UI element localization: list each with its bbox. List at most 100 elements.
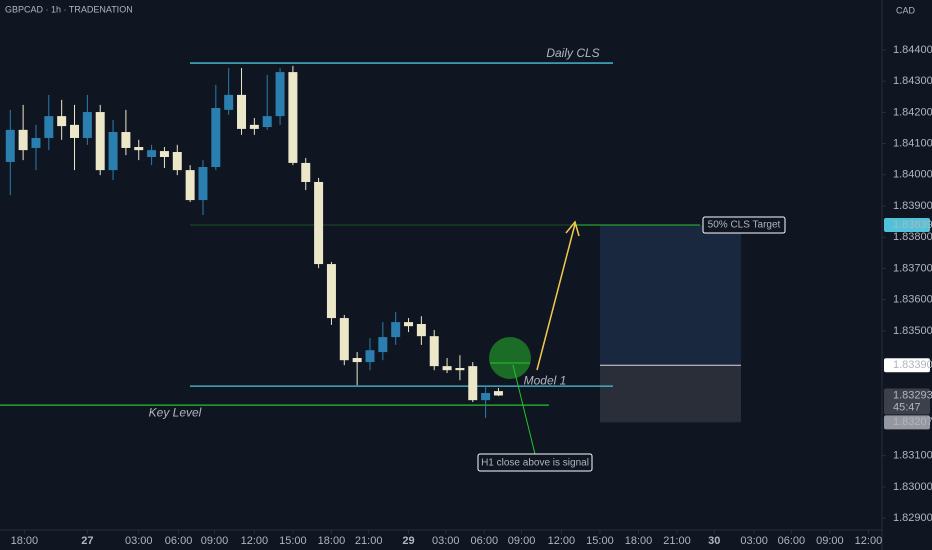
x-tick-label: 06:00	[165, 535, 193, 547]
candle-body	[429, 336, 439, 367]
x-tick-label: 12:00	[855, 535, 883, 547]
candle-body	[481, 392, 491, 401]
y-tick-label: 1.82900	[893, 512, 932, 524]
arrow	[536, 223, 576, 371]
target-zone	[600, 225, 741, 366]
candle-body	[326, 264, 336, 319]
candle-body	[82, 112, 92, 138]
last-tag	[884, 388, 930, 415]
y-tick-label: 1.83100	[893, 450, 932, 462]
candle-body	[185, 170, 195, 201]
x-tick-label: 06:00	[471, 535, 499, 547]
candle-body	[391, 322, 401, 338]
entry-tag-label: 1.83390	[893, 359, 932, 371]
target-tag	[884, 218, 930, 233]
x-tick-label: 18:00	[625, 535, 653, 547]
candle-body	[493, 391, 503, 396]
y-tick-label: 1.83000	[893, 481, 932, 493]
level-label: Model 1	[524, 373, 567, 387]
candle-body	[172, 152, 182, 171]
y-tick-label: 1.83600	[893, 294, 932, 306]
x-tick-label: 27	[81, 535, 93, 547]
currency: CAD	[896, 5, 916, 15]
candle-body	[224, 94, 234, 110]
candle-body	[95, 112, 105, 171]
level-label: Key Level	[149, 405, 202, 419]
x-tick-label: 15:00	[279, 535, 307, 547]
signal-circle	[489, 337, 531, 379]
x-tick-label: 09:00	[201, 535, 229, 547]
candle-body	[416, 323, 426, 337]
last-tag-label: 1.83293	[893, 389, 932, 401]
candle-body	[275, 72, 285, 117]
stop-tag	[884, 415, 930, 430]
x-tick-label: 15:00	[586, 535, 614, 547]
y-tick-label: 1.83500	[893, 325, 932, 337]
candle-body	[121, 132, 131, 148]
candle-body	[108, 132, 118, 171]
x-tick-label: 12:00	[548, 535, 576, 547]
arrow-head	[565, 220, 580, 237]
x-tick-label: 03:00	[740, 535, 768, 547]
symbol-title: GBPCAD · 1h · TRADENATION	[5, 4, 133, 14]
candle-body	[455, 368, 465, 371]
x-tick-label: 18:00	[11, 535, 39, 547]
y-tick-label: 1.83700	[893, 262, 932, 274]
candle-body	[70, 124, 80, 138]
x-tick-label: 03:00	[432, 535, 460, 547]
candle-body	[442, 366, 452, 371]
entry-tag	[884, 358, 930, 373]
countdown: 45:47	[893, 401, 921, 413]
callout-line	[512, 364, 536, 455]
y-tick-label: 1.84200	[893, 106, 932, 118]
candle-body	[378, 337, 388, 353]
candle-body	[44, 116, 54, 138]
candle-body	[147, 150, 157, 158]
candle-body	[198, 166, 208, 201]
target-label: 50% CLS Target	[708, 220, 781, 231]
callout-box	[477, 453, 593, 472]
candle-body	[262, 116, 272, 128]
y-tick-label: 1.84000	[893, 169, 932, 181]
x-tick-label: 21:00	[663, 535, 691, 547]
x-tick-label: 30	[708, 535, 720, 547]
candle-body	[31, 137, 41, 148]
candle-body	[365, 350, 375, 363]
candle-body	[18, 129, 28, 151]
x-tick-label: 29	[402, 535, 414, 547]
y-tick-label: 1.84400	[893, 44, 932, 56]
x-tick-label: 09:00	[816, 535, 844, 547]
x-tick-label: 21:00	[355, 535, 383, 547]
y-tick-label: 1.83800	[893, 231, 932, 243]
target-tag-label: 1.83839	[893, 219, 932, 231]
callout-text: H1 close above is signal	[481, 458, 589, 469]
candle-body	[57, 116, 67, 127]
candle-body	[134, 147, 144, 151]
x-tick-label: 06:00	[778, 535, 806, 547]
candle-body	[159, 151, 169, 158]
candle-body	[211, 107, 221, 167]
y-tick-label: 1.84300	[893, 75, 932, 87]
candle-body	[5, 129, 15, 162]
candle-body	[339, 318, 349, 361]
candle-body	[301, 162, 311, 182]
target-label-box	[702, 216, 786, 234]
candle-body	[249, 124, 259, 129]
x-tick-label: 03:00	[125, 535, 153, 547]
candle-body	[314, 181, 324, 265]
stop-zone	[600, 365, 741, 423]
candle-body	[404, 322, 414, 327]
x-tick-label: 18:00	[318, 535, 346, 547]
candle-body	[288, 72, 298, 163]
candle-body	[237, 94, 247, 129]
y-tick-label: 1.84100	[893, 137, 932, 149]
candle-body	[468, 366, 478, 401]
x-tick-label: 09:00	[508, 535, 536, 547]
x-tick-label: 12:00	[241, 535, 269, 547]
y-tick-label: 1.83900	[893, 200, 932, 212]
candle-body	[352, 358, 362, 363]
stop-tag-label: 1.83207	[893, 416, 932, 428]
level-label: Daily CLS	[546, 46, 599, 60]
